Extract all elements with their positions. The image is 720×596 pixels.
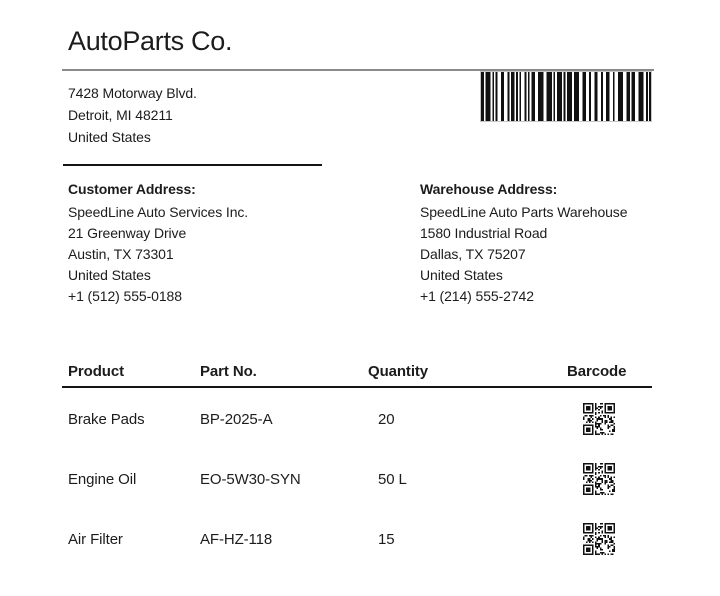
- warehouse-address-line: 1580 Industrial Road: [420, 225, 548, 241]
- qr-code-icon: [583, 403, 615, 435]
- product-name: Brake Pads: [68, 410, 145, 428]
- customer-address-heading: Customer Address:: [68, 181, 196, 197]
- column-header-quantity: Quantity: [368, 363, 429, 380]
- quantity-value: 20: [378, 410, 395, 428]
- part-number: BP-2025-A: [200, 410, 273, 428]
- company-address: 7428 Motorway Blvd. Detroit, MI 48211 Un…: [68, 82, 197, 148]
- quantity-value: 15: [378, 530, 395, 548]
- column-header-part-no: Part No.: [200, 363, 257, 380]
- customer-address-line: SpeedLine Auto Services Inc.: [68, 204, 249, 220]
- customer-phone: +1 (512) 555-0188: [68, 288, 182, 304]
- column-header-barcode: Barcode: [567, 363, 627, 380]
- customer-address-line: United States: [68, 267, 151, 283]
- company-name: AutoParts Co.: [68, 26, 233, 56]
- customer-address-line: 21 Greenway Drive: [68, 225, 187, 241]
- table-row: Air Filter AF-HZ-118 15: [0, 510, 720, 568]
- customer-section-divider: [63, 164, 322, 166]
- warehouse-address-line: SpeedLine Auto Parts Warehouse: [420, 204, 628, 220]
- qr-code-icon: [583, 523, 615, 555]
- quantity-value: 50 L: [378, 470, 407, 488]
- qr-code-icon: [583, 463, 615, 495]
- customer-address-line: Austin, TX 73301: [68, 246, 174, 262]
- table-row: Brake Pads BP-2025-A 20: [0, 390, 720, 448]
- column-header-product: Product: [68, 363, 124, 380]
- part-number: EO-5W30-SYN: [200, 470, 301, 488]
- part-number: AF-HZ-118: [200, 530, 273, 548]
- warehouse-phone: +1 (214) 555-2742: [420, 288, 534, 304]
- company-address-line: 7428 Motorway Blvd.: [68, 85, 197, 101]
- warehouse-address-line: United States: [420, 267, 503, 283]
- table-row: Engine Oil EO-5W30-SYN 50 L: [0, 450, 720, 508]
- warehouse-address-heading: Warehouse Address:: [420, 181, 558, 197]
- barcode-icon: [480, 71, 652, 122]
- warehouse-address-line: Dallas, TX 75207: [420, 246, 526, 262]
- product-name: Air Filter: [68, 530, 123, 548]
- warehouse-address-block: Warehouse Address: SpeedLine Auto Parts …: [420, 179, 628, 307]
- customer-address-block: Customer Address: SpeedLine Auto Service…: [68, 179, 248, 307]
- company-address-line: United States: [68, 129, 151, 145]
- table-header-divider: [62, 386, 652, 388]
- header-divider: [62, 69, 654, 71]
- product-name: Engine Oil: [68, 470, 137, 488]
- company-address-line: Detroit, MI 48211: [68, 107, 173, 123]
